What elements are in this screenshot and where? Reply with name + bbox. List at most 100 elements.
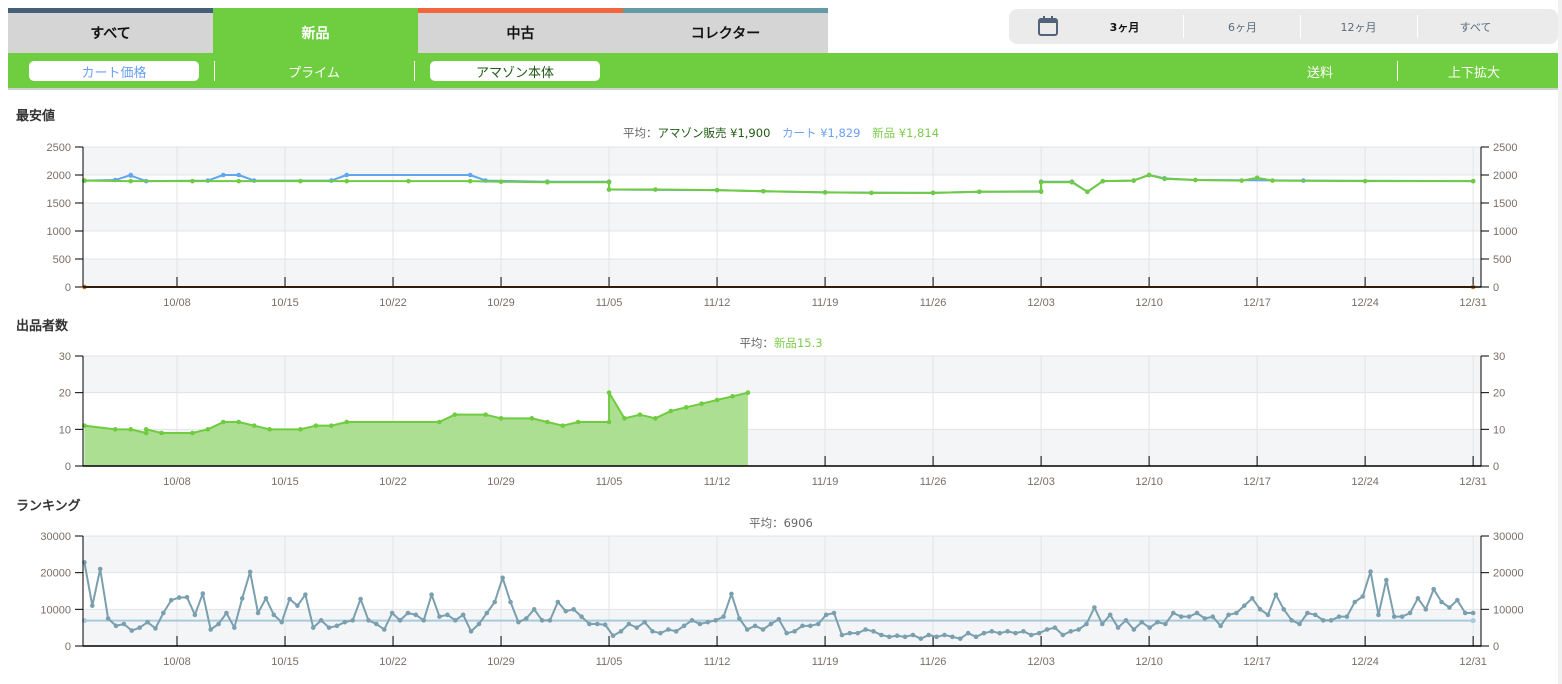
chart-0: 0 0 500 500 1000 1000 1500 1500 2000 2000 2500 2500… — [47, 142, 1518, 309]
data-point — [318, 618, 324, 623]
data-point — [1320, 618, 1326, 623]
range-3-months[interactable]: 3ヶ月 — [1109, 20, 1140, 34]
toggle-shipping[interactable]: 送料 — [1306, 65, 1333, 81]
data-point — [128, 173, 134, 178]
data-point — [437, 419, 442, 425]
y-tick-label-right: 0 — [1493, 461, 1499, 473]
x-tick-label: 11/12 — [704, 297, 731, 309]
data-point — [602, 622, 608, 628]
data-point — [1254, 175, 1260, 181]
y-tick-label: 30000 — [40, 531, 71, 543]
data-point — [529, 416, 535, 421]
calendar-icon[interactable] — [1037, 15, 1059, 37]
toggle-vertical-zoom[interactable]: 上下拡大 — [1447, 65, 1500, 81]
data-point — [745, 390, 751, 395]
range-6-months[interactable]: 6ヶ月 — [1228, 20, 1257, 34]
x-tick-label: 10/29 — [487, 297, 515, 309]
data-point — [429, 592, 434, 597]
toggle-cart-price[interactable]: カート価格 — [29, 61, 199, 81]
data-point — [902, 634, 908, 640]
chart-2: 0 0 10000 10000 20000 20000 30000 30000 10/08 10/… — [40, 531, 1523, 668]
data-point — [105, 616, 111, 621]
plot-band — [83, 609, 1481, 646]
data-point — [713, 618, 718, 623]
legend-cart: カート ¥1,829 — [782, 126, 861, 140]
data-point — [784, 630, 789, 636]
range-12-months[interactable]: 12ヶ月 — [1340, 20, 1377, 34]
data-point — [730, 394, 735, 399]
data-point — [251, 423, 257, 428]
data-point — [1194, 610, 1200, 616]
data-point — [1163, 621, 1168, 627]
data-point — [1297, 621, 1302, 627]
data-point — [863, 627, 868, 632]
data-point — [128, 427, 134, 432]
data-point — [1328, 618, 1334, 623]
data-point — [752, 623, 758, 629]
date-range-selector: 3ヶ月 6ヶ月 12ヶ月 すべて — [1009, 9, 1558, 44]
data-point — [153, 626, 158, 631]
data-point — [666, 627, 671, 632]
data-point — [973, 634, 979, 640]
scrollbar[interactable] — [1558, 0, 1562, 684]
data-point — [545, 419, 550, 425]
y-tick-label-right: 30000 — [1493, 531, 1524, 543]
legend-new: 新品 ¥1,814 — [872, 126, 940, 140]
tab-collector[interactable]: コレクター — [623, 8, 828, 53]
range-all[interactable]: すべて — [1459, 20, 1492, 34]
data-point — [637, 412, 643, 417]
data-point — [492, 599, 498, 605]
data-point — [128, 178, 134, 184]
y-tick-label: 20 — [59, 388, 71, 400]
data-point — [1146, 172, 1152, 178]
data-point — [1162, 176, 1167, 182]
data-point — [1407, 610, 1413, 616]
divider — [1300, 15, 1301, 38]
tab-all[interactable]: すべて — [8, 8, 213, 53]
tab-used[interactable]: 中古 — [418, 8, 623, 53]
x-tick-label: 12/24 — [1351, 656, 1379, 668]
data-point — [1123, 618, 1129, 623]
divider — [414, 61, 415, 81]
tab-new[interactable]: 新品 — [213, 8, 418, 53]
x-tick-label: 11/19 — [812, 476, 839, 488]
data-point — [236, 178, 242, 184]
data-point — [1423, 607, 1429, 612]
data-point — [1376, 612, 1381, 618]
data-point — [137, 625, 142, 630]
data-point — [1060, 632, 1066, 638]
y-tick-label-right: 0 — [1493, 282, 1499, 294]
data-point — [129, 628, 135, 633]
toggle-prime[interactable]: プライム — [288, 65, 340, 81]
y-tick-label: 10000 — [40, 604, 71, 616]
y-tick-label: 2000 — [47, 170, 71, 182]
data-point — [1431, 586, 1436, 592]
data-point — [555, 599, 561, 605]
data-point — [366, 618, 371, 623]
data-point — [1076, 627, 1081, 632]
series-area — [84, 392, 748, 466]
data-point — [1038, 189, 1044, 195]
data-point — [1447, 605, 1452, 610]
data-point — [476, 621, 482, 627]
data-point — [145, 619, 150, 625]
data-point — [606, 187, 612, 192]
data-point — [1336, 614, 1342, 619]
data-point — [1170, 610, 1176, 616]
data-point — [1147, 625, 1152, 630]
toggle-amazon[interactable]: アマゾン本体 — [430, 61, 600, 81]
data-point — [930, 190, 936, 196]
sellers-chart-title: 出品者数 — [16, 319, 69, 334]
data-point — [216, 621, 221, 627]
data-point — [610, 633, 616, 639]
data-point — [560, 423, 566, 428]
data-point — [1202, 616, 1208, 621]
data-point — [143, 427, 149, 432]
data-point — [287, 596, 292, 602]
divider — [1183, 15, 1184, 38]
y-tick-label-right: 500 — [1493, 254, 1511, 266]
data-point — [653, 187, 658, 192]
data-point — [1273, 592, 1279, 597]
x-tick-label: 11/19 — [812, 297, 839, 309]
